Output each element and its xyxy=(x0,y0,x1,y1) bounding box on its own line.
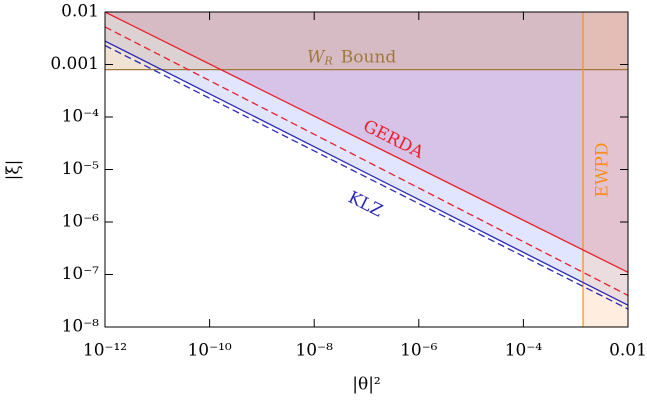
ewpd-region xyxy=(583,12,628,327)
klz-region xyxy=(105,12,628,306)
plot-frame xyxy=(104,11,629,328)
y-tick-label: 0.01 xyxy=(61,2,99,22)
series-line xyxy=(104,26,629,296)
x-tick-label: 10⁻¹⁰ xyxy=(187,341,231,361)
x-tick-label: 10⁻⁶ xyxy=(400,341,438,361)
x-tick-label: 0.01 xyxy=(609,341,647,361)
wr-bound-label: WR Bound xyxy=(307,47,396,68)
series-line xyxy=(104,44,629,310)
y-tick-label: 10⁻⁶ xyxy=(62,212,100,232)
wr-sub: R xyxy=(323,55,332,68)
y-tick-label: 10⁻⁵ xyxy=(62,159,100,179)
y-tick-label: 10⁻⁸ xyxy=(62,317,100,337)
x-tick-label: 10⁻¹² xyxy=(83,341,127,361)
y-tick-label: 0.001 xyxy=(50,54,99,74)
ewpd-label: EWPD xyxy=(593,143,613,198)
series-line xyxy=(104,11,629,273)
y-tick-label: 10⁻⁷ xyxy=(62,264,100,284)
wr-w: W xyxy=(307,47,326,67)
series-line xyxy=(104,40,629,306)
x-axis-label: |θ|² xyxy=(352,375,381,395)
x-tick-label: 10⁻⁸ xyxy=(295,341,333,361)
wr-region xyxy=(105,12,628,70)
y-tick-label: 10⁻⁴ xyxy=(62,107,100,127)
klz-label: KLZ xyxy=(345,188,386,222)
wr-suffix: Bound xyxy=(341,47,397,67)
x-tick-label: 10⁻⁴ xyxy=(505,341,543,361)
y-axis-label: |ξ| xyxy=(4,160,24,181)
